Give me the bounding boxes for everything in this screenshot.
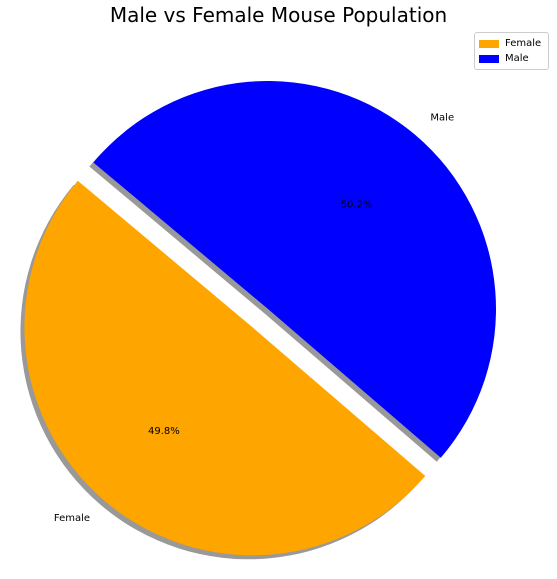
legend-label-female: Female xyxy=(505,38,542,49)
pct-label-male: 50.2% xyxy=(341,199,373,210)
legend-label-male: Male xyxy=(505,53,529,64)
pie-slice-male xyxy=(93,81,496,458)
pie-slice-female xyxy=(24,180,426,556)
pct-label-female: 49.8% xyxy=(148,426,180,437)
legend-entry-male: Male xyxy=(479,51,541,66)
legend-entry-female: Female xyxy=(479,36,541,51)
legend: Female Male xyxy=(474,32,550,70)
legend-swatch-male xyxy=(479,54,499,63)
category-label-male: Male xyxy=(430,112,454,123)
label-layer: 49.8% Female 50.2% Male xyxy=(54,112,454,524)
slice-layer xyxy=(24,81,496,556)
chart-title: Male vs Female Mouse Population xyxy=(109,3,448,27)
category-label-female: Female xyxy=(54,513,90,524)
legend-swatch-female xyxy=(479,39,499,48)
